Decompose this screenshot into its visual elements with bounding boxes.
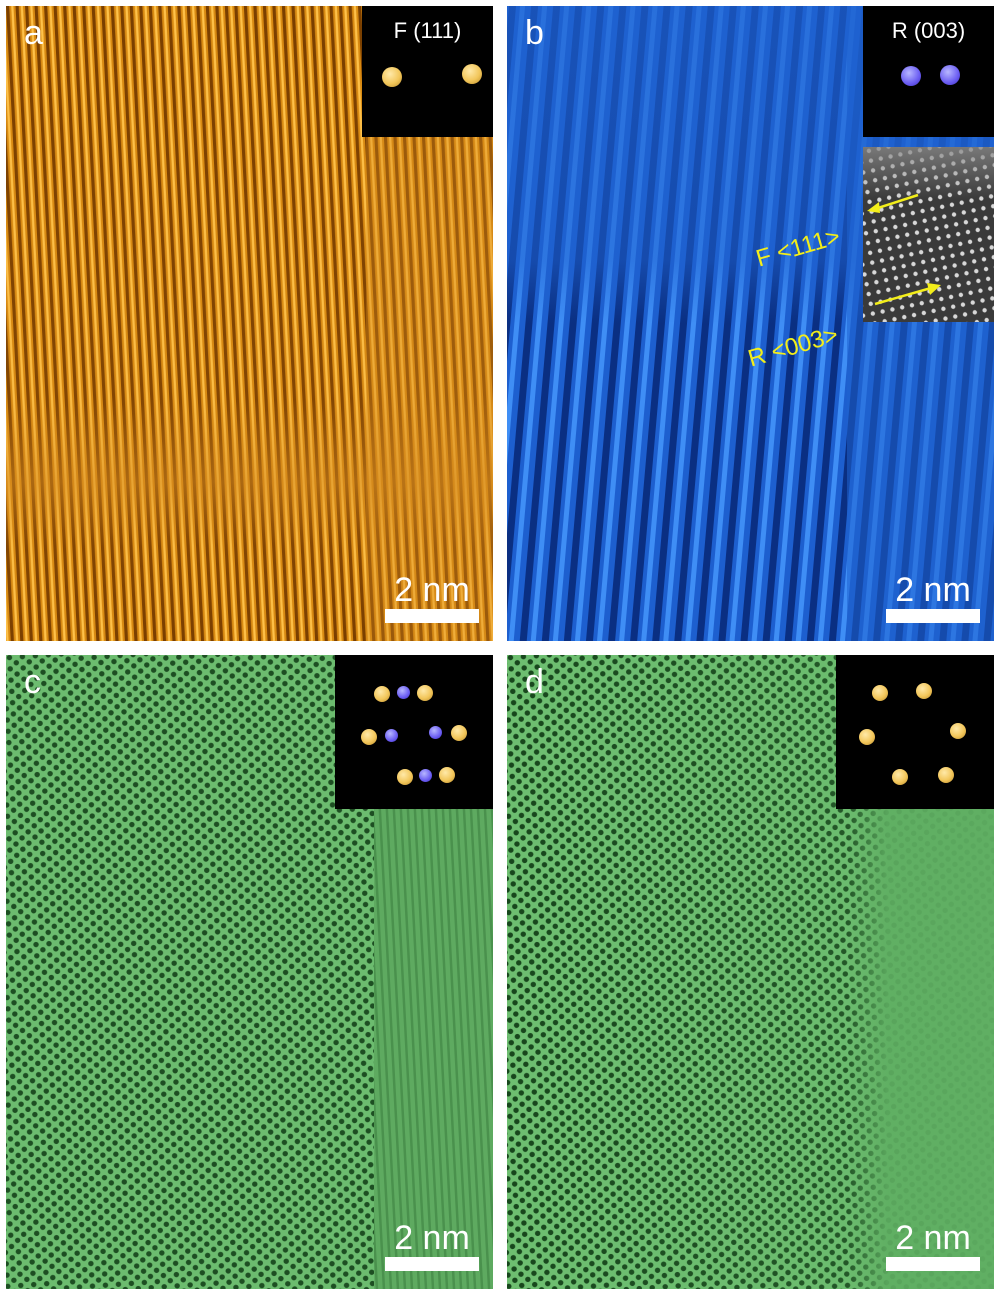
scale-bar-label: 2 nm (895, 1219, 971, 1257)
diffraction-spot (451, 725, 467, 741)
panel-c: c 2 nm (6, 655, 493, 1289)
panel-b: b R (003) F <111> R <003 (507, 6, 994, 641)
diffraction-spot (397, 686, 410, 699)
panel-label-c: c (24, 663, 41, 701)
diffraction-spot (382, 67, 402, 87)
diffraction-spot (361, 729, 377, 745)
haadf-inset-b (863, 147, 994, 322)
diffraction-spot (916, 683, 932, 699)
scale-bar-line (886, 609, 980, 623)
inset-title-b: R (003) (891, 18, 966, 43)
scale-bar-label: 2 nm (895, 571, 971, 609)
scale-bar-b: 2 nm (886, 573, 980, 623)
diffraction-spot (950, 723, 966, 739)
diffraction-spot (462, 64, 482, 84)
scale-bar-c: 2 nm (385, 1221, 479, 1271)
scale-bar-label: 2 nm (394, 1219, 470, 1257)
panel-a: a F (111) 2 nm (6, 6, 493, 641)
diffraction-spot (417, 685, 433, 701)
atomic-lattice-image (863, 147, 994, 322)
scale-bar-line (385, 1257, 479, 1271)
diffraction-spot (385, 729, 398, 742)
diffraction-inset-b: R (003) (863, 6, 994, 137)
diffraction-spot (374, 686, 390, 702)
diffraction-spot (872, 685, 888, 701)
diffraction-inset-a: F (111) (362, 6, 493, 137)
diffraction-spot (892, 769, 908, 785)
diffraction-spot (419, 769, 432, 782)
scale-bar-line (385, 609, 479, 623)
inset-title-a: F (111) (393, 18, 462, 43)
scale-bar-line (886, 1257, 980, 1271)
diffraction-spot (429, 726, 442, 739)
diffraction-inset-d (836, 655, 994, 809)
panel-d: d 2 nm (507, 655, 994, 1289)
diffraction-spot (439, 767, 455, 783)
diffraction-spot (938, 767, 954, 783)
panel-label-b: b (525, 14, 544, 52)
diffraction-inset-c (335, 655, 493, 809)
fourier-filtered-image-c (6, 655, 493, 1289)
diffraction-spot (940, 65, 960, 85)
diffraction-spot (397, 769, 413, 785)
panel-label-d: d (525, 663, 544, 701)
scale-bar-d: 2 nm (886, 1221, 980, 1271)
diffraction-spot (859, 729, 875, 745)
diffraction-spot (901, 66, 921, 86)
scale-bar-a: 2 nm (385, 573, 479, 623)
panel-label-a: a (24, 14, 43, 52)
scale-bar-label: 2 nm (394, 571, 470, 609)
